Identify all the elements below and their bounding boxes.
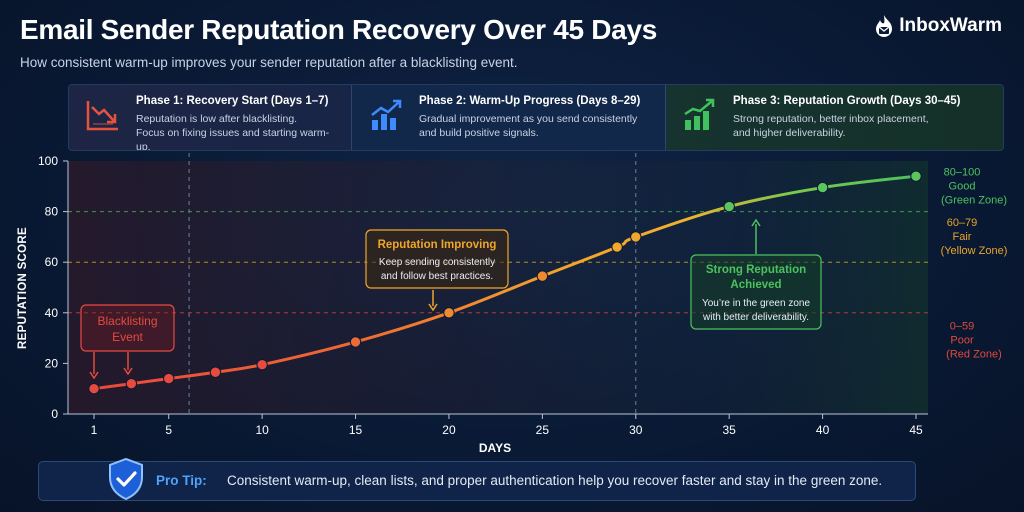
data-point xyxy=(256,358,268,371)
zone-sublabel: (Red Zone) xyxy=(946,349,1002,361)
y-tick-label: 40 xyxy=(45,306,59,320)
data-point xyxy=(910,170,922,182)
zone-range: 80–100 xyxy=(944,166,981,178)
zone-sublabel: (Green Zone) xyxy=(941,194,1007,206)
pro-tip-label: Pro Tip: xyxy=(156,473,207,488)
growth-bars-icon xyxy=(684,98,715,130)
x-tick-label: 40 xyxy=(816,423,830,437)
zone-range: 0–59 xyxy=(950,321,974,333)
data-point xyxy=(630,231,642,243)
zone-sublabel: (Yellow Zone) xyxy=(941,245,1008,257)
x-tick-label: 1 xyxy=(91,423,98,437)
blacklisting-callout-text: Blacklisting xyxy=(97,314,157,328)
phase-card-2: Phase 2: Warm-Up Progress (Days 8–29) Gr… xyxy=(351,85,665,150)
chart-subtitle: How consistent warm-up improves your sen… xyxy=(20,55,518,70)
x-tick-label: 30 xyxy=(629,423,643,437)
x-tick-label: 5 xyxy=(165,423,172,437)
declining-chart-icon xyxy=(86,101,118,131)
zone-label: Good xyxy=(949,180,976,192)
rising-bars-icon xyxy=(371,99,402,130)
x-tick-label: 35 xyxy=(723,423,737,437)
phase-description: Reputation is low after blacklisting. Fo… xyxy=(136,113,330,151)
x-tick-label: 10 xyxy=(255,423,269,437)
data-point xyxy=(443,307,455,319)
improving-callout-box xyxy=(365,229,509,289)
y-tick-label: 80 xyxy=(45,205,59,219)
x-tick-label: 45 xyxy=(909,423,923,437)
pro-tip-text: Consistent warm-up, clean lists, and pro… xyxy=(227,473,883,488)
y-tick-label: 0 xyxy=(51,407,58,421)
data-point xyxy=(209,366,222,378)
y-tick-label: 100 xyxy=(38,154,58,168)
strong-callout-box xyxy=(690,254,822,330)
strong-callout-title: Strong Reputation xyxy=(706,264,806,276)
x-tick-label: 25 xyxy=(536,423,550,437)
phase-title: Phase 3: Reputation Growth (Days 30–45) xyxy=(733,95,961,107)
y-tick-label: 60 xyxy=(45,255,59,269)
pro-tip-banner: Pro Tip: Consistent warm-up, clean lists… xyxy=(38,457,916,501)
data-point xyxy=(88,383,100,395)
improving-callout-text: and follow best practices. xyxy=(381,271,493,282)
callout-arrow-head xyxy=(89,371,99,380)
chart-title: Email Sender Reputation Recovery Over 45… xyxy=(20,14,657,45)
data-point xyxy=(536,270,549,282)
data-point xyxy=(816,181,829,194)
zone-label: Fair xyxy=(953,231,972,243)
callout-arrow-head xyxy=(751,218,761,227)
improving-callout-text: Keep sending consistently xyxy=(379,257,495,268)
strong-callout-text: with better deliverability. xyxy=(702,312,809,323)
phase-card-1: Phase 1: Recovery Start (Days 1–7) Reput… xyxy=(69,85,351,150)
blacklisting-callout-box xyxy=(80,304,175,352)
x-tick-label: 20 xyxy=(442,423,456,437)
callout-arrow-head xyxy=(123,367,133,376)
y-tick-label: 20 xyxy=(45,356,59,370)
phase-description: Strong reputation, better inbox placemen… xyxy=(733,113,929,139)
brand-logo[interactable]: InboxWarm xyxy=(873,14,1002,38)
shield-check-icon xyxy=(109,457,143,501)
data-point xyxy=(611,241,623,253)
data-point xyxy=(125,377,138,390)
strong-callout-title: Achieved xyxy=(730,279,781,291)
phase-description: Gradual improvement as you send consiste… xyxy=(419,113,638,139)
phase-cards: Phase 1: Recovery Start (Days 1–7) Reput… xyxy=(68,84,1004,151)
x-axis-title: DAYS xyxy=(479,441,511,455)
phase-title: Phase 2: Warm-Up Progress (Days 8–29) xyxy=(419,95,641,107)
zone-range: 60–79 xyxy=(947,217,978,229)
strong-callout-text: You’re in the green zone xyxy=(702,298,810,309)
zone-label: Poor xyxy=(950,335,974,347)
data-point xyxy=(349,336,362,348)
flame-icon xyxy=(876,15,893,37)
phase-card-3: Phase 3: Reputation Growth (Days 30–45) … xyxy=(665,85,1003,150)
blacklisting-callout-text: Event xyxy=(112,330,143,344)
improving-callout-title: Reputation Improving xyxy=(378,239,497,251)
callout-arrow-head xyxy=(428,303,438,312)
y-axis-title: REPUTATION SCORE xyxy=(17,227,29,349)
data-point xyxy=(163,372,175,385)
logo-text: InboxWarm xyxy=(899,15,1002,36)
phase-title: Phase 1: Recovery Start (Days 1–7) xyxy=(136,95,329,107)
x-tick-label: 15 xyxy=(349,423,363,437)
reputation-line xyxy=(92,174,918,391)
data-point xyxy=(723,200,735,213)
